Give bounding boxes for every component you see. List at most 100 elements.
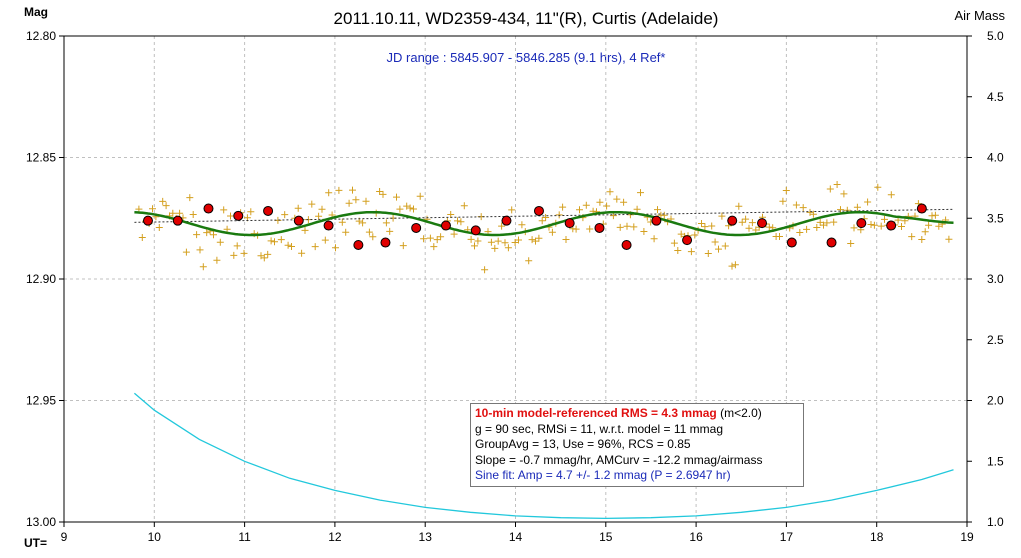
binned-point [233,210,244,221]
y2-tick-label: 1.5 [987,454,1004,468]
chart-subtitle: JD range : 5845.907 - 5846.285 (9.1 hrs)… [387,50,666,65]
y2-axis-label: Air Mass [954,8,1005,23]
raw-point [674,247,682,254]
y-axis-label: Mag [24,5,48,19]
raw-point [603,202,611,210]
binned-point [886,220,897,231]
sine-fit-line [134,210,954,237]
legend-rms-rest: (m<2.0) [716,406,762,420]
raw-point [220,206,228,214]
raw-point [498,222,506,230]
raw-point [870,221,878,229]
raw-point [847,240,855,247]
raw-point [359,219,367,227]
y2-tick-label: 4.0 [987,151,1004,165]
raw-point [264,250,272,258]
y2-tick-label: 5.0 [987,29,1004,43]
raw-point [196,246,204,254]
raw-point [708,222,716,230]
y-tick-label: 12.85 [26,151,56,165]
raw-point [433,236,441,244]
y2-tick-label: 2.5 [987,333,1004,347]
x-tick-label: 17 [780,530,794,544]
raw-point [525,257,533,265]
binned-point [501,215,512,226]
raw-point [491,244,499,252]
raw-point [176,209,184,217]
raw-point [393,193,400,201]
raw-point [887,191,895,199]
x-tick-label: 15 [599,530,613,544]
airmass-series [133,392,954,520]
raw-point [687,248,695,256]
raw-point [230,251,238,259]
raw-point [718,212,726,220]
sine-fit-series [134,210,954,237]
y2-tick-label: 4.5 [987,90,1004,104]
raw-point [881,215,888,223]
raw-point [823,219,831,227]
binned-point [916,203,927,214]
raw-point [792,201,800,209]
binned-point [353,239,364,250]
raw-point [403,202,411,210]
raw-point [931,211,939,219]
x-tick-label: 11 [238,530,251,544]
raw-point [227,212,234,220]
raw-point [809,210,817,218]
raw-point [288,243,295,250]
raw-point [779,197,787,205]
raw-point [582,201,590,209]
raw-point [630,223,638,231]
stats-legend: 10-min model-referenced RMS = 4.3 mmag (… [470,403,804,487]
raw-point [731,261,739,269]
raw-point [382,219,390,227]
trend-line [134,208,954,223]
binned-point [757,218,768,229]
raw-point [199,263,207,271]
raw-point [782,187,790,194]
chart-title: 2011.10.11, WD2359-434, 11"(R), Curtis (… [334,9,719,28]
raw-point [670,239,678,247]
grid-lines [64,36,967,522]
binned-point [533,205,544,216]
raw-point [925,221,933,229]
raw-point [352,196,360,204]
raw-point [457,218,465,226]
raw-point [908,233,916,241]
x-tick-label: 14 [509,530,523,544]
raw-point [159,197,167,205]
binned-point [380,237,391,248]
x-axis-label: UT= [24,536,47,550]
binned-point [621,239,632,250]
raw-point [654,206,661,214]
binned-point [203,203,214,214]
binned-point [172,215,183,226]
binned-point [470,225,481,236]
raw-point [376,188,384,195]
raw-point [308,200,316,208]
raw-point [728,262,736,270]
raw-point [606,188,614,196]
raw-point [410,205,417,213]
raw-point [596,198,604,206]
binned-point [651,215,662,226]
raw-point [918,236,926,243]
y-tick-label: 12.95 [26,394,56,408]
raw-point [362,197,370,205]
raw-point [189,211,197,218]
raw-point [240,249,248,257]
raw-point [182,248,190,256]
raw-point [637,189,644,197]
raw-point [454,217,461,225]
raw-point [271,238,278,246]
legend-line-groupavg: GroupAvg = 13, Use = 96%, RCS = 0.85 [475,437,691,451]
legend-line-g: g = 90 sec, RMSi = 11, w.r.t. model = 11… [475,421,724,436]
raw-point [332,244,339,252]
y2-tick-label: 2.0 [987,394,1004,408]
raw-point [735,202,743,210]
airmass-line [133,392,954,520]
x-tick-label: 10 [148,530,162,544]
raw-point [281,211,289,219]
raw-point [813,224,821,231]
